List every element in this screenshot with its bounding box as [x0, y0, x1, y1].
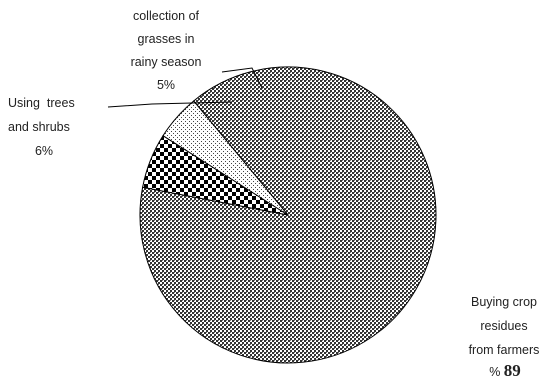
label-buying-value: 89	[504, 361, 521, 380]
label-buying-line-2: residues	[480, 319, 527, 333]
leader-line-trees-shrubs	[107, 101, 233, 108]
leader-lines	[107, 67, 263, 108]
label-buying-percent-sign: %	[489, 365, 504, 379]
label-buying-line-3: from farmers	[469, 343, 540, 357]
label-buying-line-1: Buying crop	[471, 295, 537, 309]
label-buying-value-group: % 89	[489, 361, 521, 380]
label-trees-value: 6%	[35, 144, 53, 158]
label-buying: Buying crop residues from farmers % 89	[469, 295, 540, 380]
label-grasses-line-1: collection of	[133, 9, 200, 23]
label-trees: Using trees and shrubs 6%	[8, 96, 75, 158]
label-grasses-line-2: grasses in	[138, 32, 195, 46]
leader-line-grasses	[221, 67, 263, 89]
label-grasses-line-3: rainy season	[131, 55, 202, 69]
slice-collection-of-grasses	[162, 100, 289, 216]
label-grasses: collection of grasses in rainy season 5%	[131, 9, 202, 92]
label-trees-line-1: Using trees	[8, 96, 75, 110]
label-trees-line-2: and shrubs	[8, 120, 70, 134]
pie-slices	[139, 66, 437, 364]
label-grasses-value: 5%	[157, 78, 175, 92]
